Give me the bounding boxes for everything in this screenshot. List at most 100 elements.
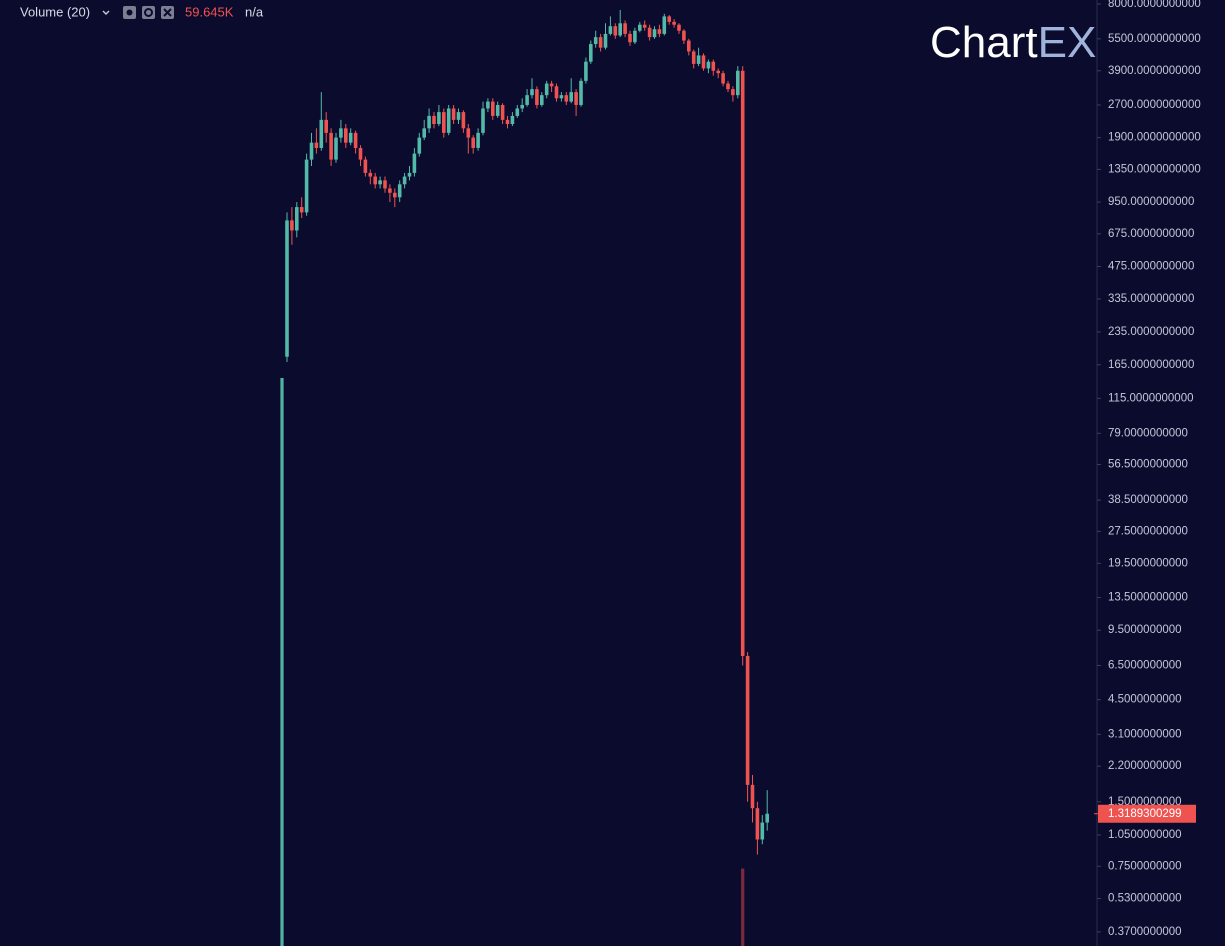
candle-body: [667, 16, 671, 22]
candle-body: [422, 128, 426, 138]
candle-body: [628, 33, 632, 43]
candle-body: [657, 29, 662, 34]
candle-body: [319, 119, 324, 148]
candle-body: [540, 95, 544, 105]
y-tick-label: 475.0000000000: [1108, 261, 1194, 273]
candle-body: [696, 55, 701, 64]
candle-body: [442, 112, 446, 133]
candle-body: [579, 80, 583, 105]
candle-body: [397, 184, 402, 198]
y-tick-label: 1.0500000000: [1108, 829, 1182, 841]
indicator-name[interactable]: Volume (20): [20, 4, 90, 19]
candle-body: [731, 89, 735, 96]
y-tick-label: 165.0000000000: [1108, 359, 1194, 371]
y-tick-label: 2.2000000000: [1108, 760, 1182, 772]
candle-body: [569, 92, 573, 102]
candle-body: [589, 44, 593, 62]
candle-body: [393, 192, 397, 198]
candle-body: [304, 159, 309, 213]
candle-body: [603, 33, 608, 48]
candle-body: [358, 147, 363, 160]
candle-body: [417, 137, 422, 154]
candle-body: [642, 24, 647, 28]
candle-body: [339, 128, 343, 138]
y-tick-label: 3900.0000000000: [1108, 65, 1201, 77]
candle-body: [711, 61, 716, 71]
candle-body: [662, 16, 667, 34]
candle-body: [549, 83, 554, 87]
candle-body: [726, 83, 730, 90]
candle-body: [437, 112, 441, 124]
candle-body: [309, 142, 314, 160]
candle-body: [706, 61, 711, 69]
candle-body: [412, 153, 417, 173]
candle-body: [505, 119, 510, 124]
candle-body: [765, 813, 769, 823]
candle-body: [456, 112, 461, 120]
y-tick-label: 950.0000000000: [1108, 196, 1194, 208]
y-tick-label: 5500.0000000000: [1108, 33, 1201, 45]
candle-body: [721, 73, 725, 84]
candle-body: [407, 172, 412, 177]
logo-text: Chart: [930, 18, 1038, 67]
y-tick-label: 115.0000000000: [1108, 392, 1194, 404]
candle-body: [750, 784, 755, 809]
candle-body: [554, 86, 559, 99]
candle-body: [564, 95, 569, 102]
y-tick-label: 0.7500000000: [1108, 860, 1182, 872]
candle-body: [701, 55, 706, 69]
candle-body: [353, 132, 358, 148]
volume-bar: [280, 378, 284, 946]
candle-body: [608, 26, 613, 34]
y-tick-label: 56.5000000000: [1108, 458, 1188, 470]
last-price-label: 1.3189300299: [1108, 808, 1182, 820]
candle-body: [544, 83, 549, 96]
y-tick-label: 2700.0000000000: [1108, 99, 1201, 111]
candle-body: [383, 180, 387, 189]
candle-body: [334, 137, 338, 160]
candle-body: [466, 128, 471, 138]
candle-body: [451, 108, 456, 120]
candle-body: [348, 132, 353, 143]
candle-body: [613, 26, 618, 36]
candle-body: [314, 142, 319, 148]
settings-button[interactable]: [142, 6, 155, 19]
candle-body: [623, 23, 627, 34]
candle-body: [500, 104, 505, 120]
candle-body: [559, 95, 564, 99]
dropdown-chevron[interactable]: [102, 10, 110, 15]
candle-body: [535, 89, 539, 105]
candle-body: [378, 180, 382, 185]
candle-body: [491, 101, 495, 116]
candle-body: [647, 27, 652, 38]
candle-body: [285, 220, 289, 357]
indicator-extra: n/a: [245, 4, 264, 19]
y-tick-label: 79.0000000000: [1108, 427, 1188, 439]
candle-body: [618, 23, 622, 36]
candle-body: [402, 176, 407, 185]
candle-body: [584, 61, 588, 81]
candle-body: [598, 37, 603, 48]
candle-body: [486, 101, 490, 109]
y-tick-label: 6.5000000000: [1108, 660, 1182, 672]
y-tick-label: 38.5000000000: [1108, 494, 1188, 506]
candle-body: [638, 24, 642, 31]
candle-body: [446, 108, 451, 133]
y-tick-label: 8000.0000000000: [1108, 0, 1201, 10]
candle-body: [652, 29, 657, 38]
candle-body: [593, 37, 598, 45]
eye-icon: [126, 9, 133, 16]
y-tick-label: 675.0000000000: [1108, 228, 1194, 240]
candle-body: [295, 207, 299, 231]
candle-body: [530, 89, 534, 96]
y-tick-label: 9.5000000000: [1108, 624, 1182, 636]
candle-body: [432, 115, 436, 124]
candle-body: [510, 115, 515, 124]
y-tick-label: 335.0000000000: [1108, 293, 1194, 305]
y-tick-label: 19.5000000000: [1108, 557, 1188, 569]
candle-body: [299, 207, 304, 213]
candle-body: [515, 108, 520, 116]
y-tick-label: 1350.0000000000: [1108, 163, 1201, 175]
